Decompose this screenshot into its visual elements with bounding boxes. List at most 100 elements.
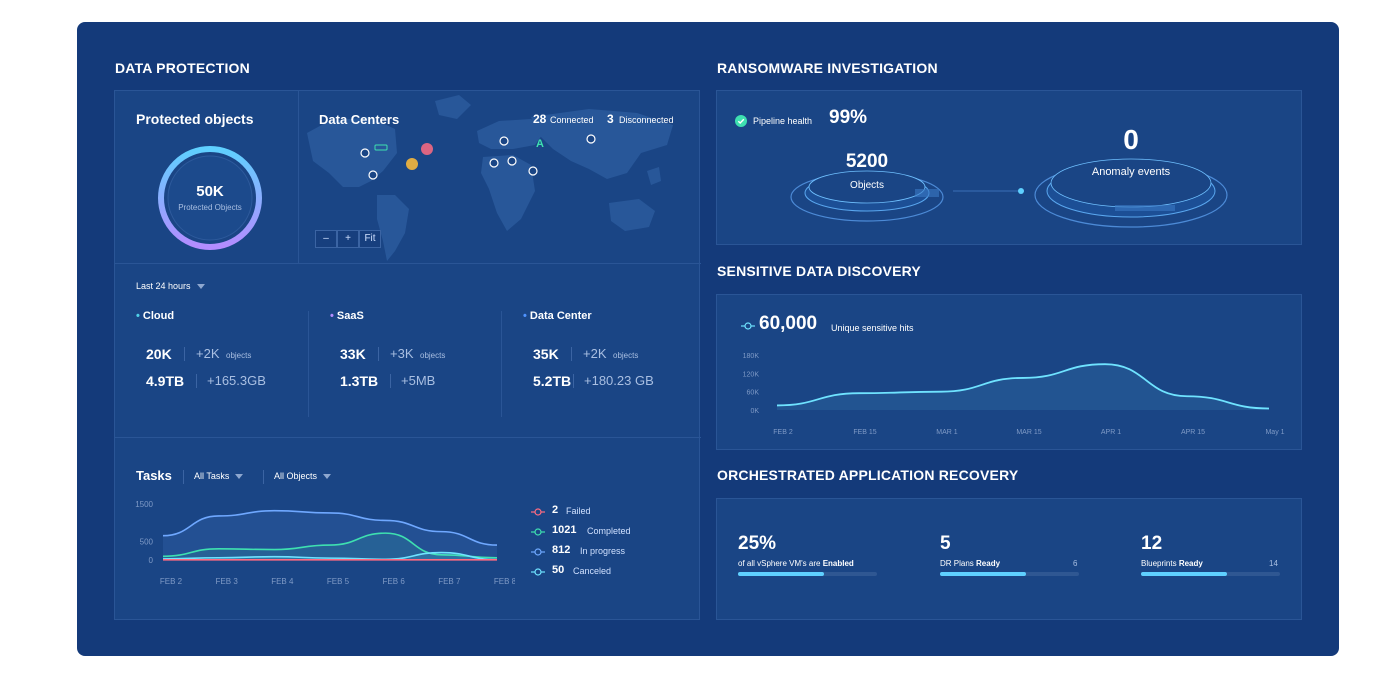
recovery-label: DR Plans Ready <box>940 559 1001 568</box>
anomaly-platform <box>1034 158 1228 228</box>
x-tick-label: MAR 1 <box>936 429 958 436</box>
legend-label: Completed <box>587 526 631 536</box>
group-objects-delta: +3K <box>390 346 414 361</box>
x-tick-label: MAR 15 <box>1016 429 1041 436</box>
pipeline-health-label: Pipeline health <box>753 116 813 126</box>
series-area <box>777 364 1269 410</box>
series-area <box>163 552 497 560</box>
recovery-item-vms: 25% of all vSphere VM's are Enabled <box>738 533 898 583</box>
group-objects: 35K <box>533 346 559 362</box>
x-tick-label: FEB 7 <box>438 577 461 586</box>
divider <box>115 263 701 264</box>
sensitive-chart: 180K 120K 60K 0K FEB 2 FEB 15 MAR 1 MAR 15 APR 1… <box>743 353 1285 436</box>
recovery-progress <box>738 572 877 576</box>
group-objects-delta: +2K <box>583 346 607 361</box>
sensitive-title: SENSITIVE DATA DISCOVERY <box>717 263 921 279</box>
x-tick-label: FEB 3 <box>216 577 239 586</box>
group-saas: • SaaS 33K +3K objects 1.3TB +5MB <box>330 309 510 419</box>
divider <box>298 91 299 263</box>
anomaly-label: Anomaly events <box>1091 166 1171 178</box>
group-size-delta: +5MB <box>401 373 436 388</box>
recovery-total: 6 <box>1073 559 1078 568</box>
line-marker-icon <box>531 508 545 516</box>
line-marker-icon <box>741 322 755 330</box>
divider <box>501 311 502 417</box>
recovery-progress-fill <box>940 572 1027 576</box>
chevron-down-icon <box>323 474 332 480</box>
series-line <box>776 363 1270 410</box>
y-tick-label: 1500 <box>135 500 153 509</box>
line-marker-icon <box>531 528 545 536</box>
recovery-item-blueprints: 12 Blueprints Ready 14 <box>1141 533 1301 583</box>
legend-label: In progress <box>580 546 626 556</box>
legend-label: Canceled <box>573 566 612 576</box>
group-objects: 33K <box>340 346 366 362</box>
period-dropdown[interactable]: Last 24 hours <box>136 281 205 291</box>
legend-count: 2 <box>552 504 559 516</box>
group-objects-unit: objects <box>226 351 252 360</box>
group-cloud: • Cloud 20K +2K objects 4.9TB +165.3GB <box>136 309 316 419</box>
chevron-down-icon <box>196 284 205 290</box>
anomaly-value: 0 <box>1123 124 1139 155</box>
series-line <box>162 551 498 561</box>
tasks-title: Tasks <box>136 468 172 483</box>
world-map <box>307 95 673 261</box>
recovery-label: of all vSphere VM's are Enabled <box>738 559 854 568</box>
line-marker-icon <box>531 568 545 576</box>
group-objects-delta: +2K <box>196 346 220 361</box>
y-tick-label: 60K <box>747 390 760 397</box>
divider <box>263 470 264 484</box>
check-circle-icon <box>735 115 747 127</box>
orchestrated-title: ORCHESTRATED APPLICATION RECOVERY <box>717 467 1019 483</box>
group-name: • Data Center <box>523 310 592 322</box>
protected-objects-title: Protected objects <box>136 111 254 127</box>
ransomware-title: RANSOMWARE INVESTIGATION <box>717 60 938 76</box>
protected-objects-ring <box>158 146 262 250</box>
recovery-value: 5 <box>940 533 951 554</box>
divider <box>196 374 197 388</box>
divider <box>573 374 574 388</box>
divider <box>571 347 572 361</box>
map-zoom-controls: – + Fit <box>315 230 381 248</box>
x-tick-label: FEB 8 <box>494 577 515 586</box>
x-tick-label: FEB 6 <box>383 577 406 586</box>
legend-count: 1021 <box>552 524 577 536</box>
zoom-out-button[interactable]: – <box>315 230 337 248</box>
sensitive-value: 60,000 <box>759 313 818 334</box>
data-centers-map[interactable]: Data Centers 28 Connected 3 Disconnected… <box>299 91 701 263</box>
recovery-value: 25% <box>738 533 777 554</box>
protected-objects-sub: Protected Objects <box>178 203 242 212</box>
recovery-value: 12 <box>1141 533 1163 554</box>
recovery-progress <box>940 572 1079 576</box>
legend-label: Failed <box>566 506 591 516</box>
y-tick-label: 0 <box>149 556 154 565</box>
x-tick-label: APR 15 <box>1181 429 1205 436</box>
zoom-fit-button[interactable]: Fit <box>359 230 381 248</box>
group-size-delta: +165.3GB <box>207 373 266 388</box>
x-tick-label: FEB 2 <box>773 429 793 436</box>
divider <box>115 437 701 438</box>
ransomware-panel: Pipeline health 99% 5200 Objects 0 Anoma… <box>716 90 1302 245</box>
recovery-total: 14 <box>1269 559 1278 568</box>
group-size: 4.9TB <box>146 373 185 389</box>
zoom-in-button[interactable]: + <box>337 230 359 248</box>
legend-count: 812 <box>552 544 571 556</box>
recovery-progress-fill <box>1141 572 1228 576</box>
line-marker-icon <box>531 548 545 556</box>
sensitive-label: Unique sensitive hits <box>831 323 914 333</box>
chevron-down-icon <box>235 474 244 480</box>
x-tick-label: May 1 <box>1265 429 1284 436</box>
group-size: 1.3TB <box>340 373 379 389</box>
divider <box>378 347 379 361</box>
recovery-progress <box>1141 572 1280 576</box>
x-tick-label: FEB 5 <box>327 577 350 586</box>
tasks-filter-dropdown[interactable]: All Tasks <box>194 471 244 481</box>
recovery-item-dr-plans: 5 DR Plans Ready 6 <box>940 533 1100 583</box>
connected-label: Connected <box>550 115 594 125</box>
recovery-progress-fill <box>738 572 825 576</box>
x-tick-label: APR 1 <box>1101 429 1121 436</box>
series-area <box>163 510 497 560</box>
divider <box>184 347 185 361</box>
objects-filter-dropdown[interactable]: All Objects <box>274 471 332 481</box>
orchestrated-panel: 25% of all vSphere VM's are Enabled 5 DR… <box>716 498 1302 620</box>
